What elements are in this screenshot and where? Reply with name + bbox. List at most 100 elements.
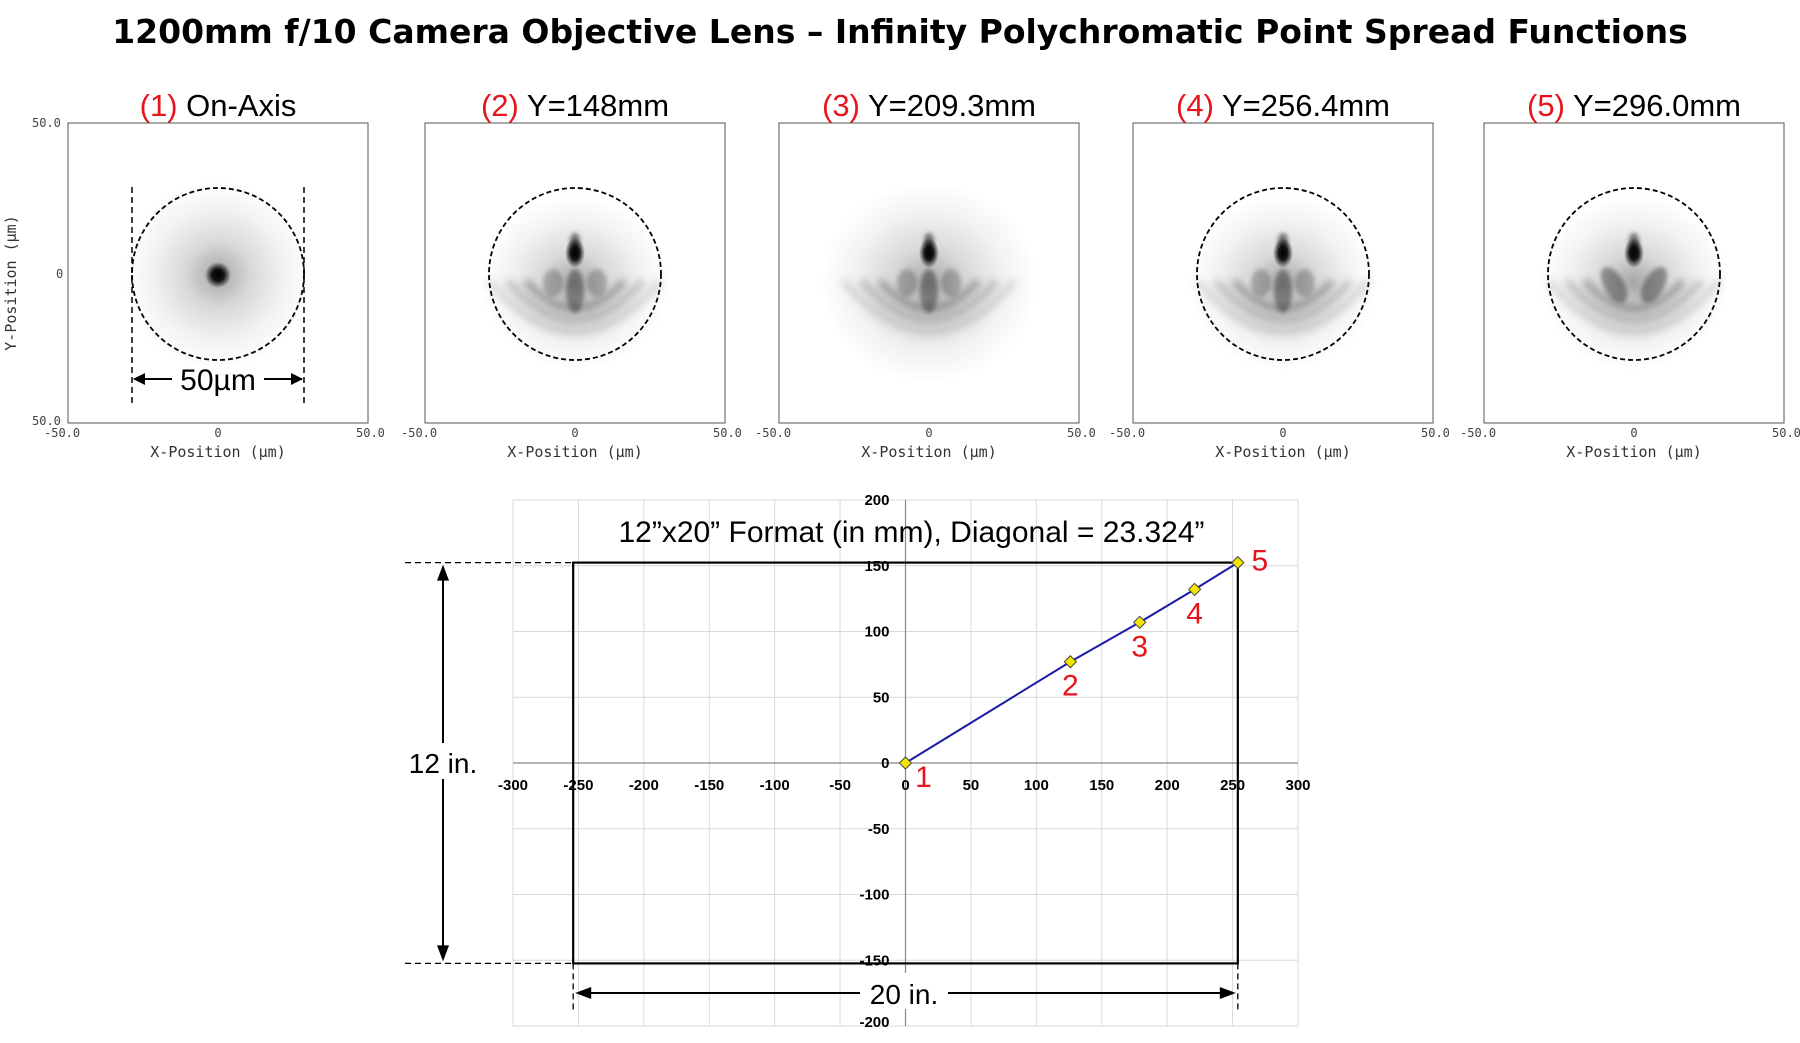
width-label-bg — [860, 973, 948, 1009]
x-tick-label: 150 — [1089, 777, 1114, 794]
psf-panel-title: (1) On-Axis — [140, 88, 297, 123]
field-point-label: 1 — [915, 761, 932, 794]
psf-core-tip — [924, 233, 934, 249]
psf-lobe — [1251, 269, 1271, 297]
y-tick-label: 150 — [864, 558, 889, 575]
x-tick-label: -50 — [829, 777, 851, 794]
x-tick-label: -50.0 — [1109, 426, 1145, 440]
x-tick-label: -150 — [694, 777, 724, 794]
psf-ring — [504, 278, 646, 324]
field-point-label: 4 — [1186, 597, 1203, 630]
psf-ring — [1563, 278, 1705, 324]
psf-plot-frame — [67, 122, 369, 424]
y-tick-label: -100 — [859, 887, 889, 904]
field-point-marker — [898, 756, 913, 770]
psf-lobe — [543, 269, 563, 297]
psf-panel-number: (3) — [822, 88, 860, 123]
field-point-label: 3 — [1131, 630, 1148, 663]
psf-ring — [1212, 278, 1354, 324]
x-tick-label: -200 — [629, 777, 659, 794]
psf-lobe — [1295, 269, 1315, 297]
y-tick-label: 0 — [56, 267, 63, 281]
psf-panel-title: (2) Y=148mm — [481, 88, 669, 123]
x-axis-label: X-Position (µm) — [507, 443, 642, 461]
psf-panel-2: (2) Y=148mm -50.0 0 50.0 X-Position (µm) — [401, 88, 742, 461]
psf-lobe — [941, 269, 961, 297]
psf-panel-title: (3) Y=209.3mm — [822, 88, 1036, 123]
psf-panel-label: On-Axis — [178, 88, 297, 123]
psf-panel-number: (2) — [481, 88, 519, 123]
psf-ring — [1545, 278, 1723, 336]
scale-bar-label: 50µm — [180, 364, 256, 397]
psf-lobe — [587, 269, 607, 297]
y-tick-label: 200 — [864, 492, 889, 509]
x-axis-label: X-Position (µm) — [150, 443, 285, 461]
tick-labels: -300 -250 -200 -150 -100 -50 0 50 100 150 200 250 30… — [498, 492, 1311, 1031]
scale-bar-arrow — [291, 373, 303, 385]
tolerance-circle — [1196, 187, 1370, 361]
psf-panel-title: (4) Y=256.4mm — [1176, 88, 1390, 123]
psf-panel-label: Y=148mm — [519, 88, 669, 123]
x-tick-label: 200 — [1155, 777, 1180, 794]
field-point-marker — [1132, 615, 1147, 630]
y-axis-label: Y-Position (µm) — [2, 215, 20, 350]
x-tick-label: -50.0 — [755, 426, 791, 440]
x-axis-label: X-Position (µm) — [861, 443, 996, 461]
chart-title: 12”x20” Format (in mm), Diagonal = 23.32… — [618, 516, 1204, 549]
width-arrow-right — [1219, 987, 1236, 999]
x-tick-label: 0 — [925, 426, 932, 440]
y-tick-label: -200 — [859, 1014, 889, 1031]
x-tick-label: -50.0 — [44, 426, 80, 440]
psf-core — [919, 238, 939, 268]
psf-panel-4: (4) Y=256.4mm -50.0 0 50.0 X-Position (µm) — [1109, 88, 1450, 461]
x-tick-label: 50.0 — [1421, 426, 1450, 440]
psf-lobe — [1600, 266, 1628, 304]
psf-panel-label: Y=209.3mm — [860, 88, 1036, 123]
psf-lobe — [1640, 266, 1668, 304]
x-tick-label: -100 — [760, 777, 790, 794]
psf-halo — [1539, 195, 1729, 371]
psf-panel-number: (5) — [1527, 88, 1565, 123]
y-tick-label: 100 — [864, 624, 889, 641]
psf-tail — [566, 269, 584, 313]
x-tick-label: 50.0 — [356, 426, 385, 440]
psf-ring — [858, 278, 1000, 324]
psf-tail — [1274, 269, 1292, 313]
tolerance-circle — [131, 187, 305, 361]
x-tick-label: 50.0 — [713, 426, 742, 440]
psf-panels: (1) On-Axis -50.0 0 50.0 X-Position (µm) 50.0… — [2, 88, 1800, 461]
x-tick-label: -300 — [498, 777, 528, 794]
height-arrow-top — [437, 564, 449, 581]
x-axis-label: X-Position (µm) — [1215, 443, 1350, 461]
psf-panel-title: (5) Y=296.0mm — [1527, 88, 1741, 123]
x-tick-label: 0 — [1630, 426, 1637, 440]
x-tick-label: -50.0 — [401, 426, 437, 440]
psf-core — [565, 238, 585, 268]
psf-panel-label: Y=296.0mm — [1565, 88, 1741, 123]
psf-core — [205, 262, 231, 288]
width-arrow-left — [575, 987, 592, 999]
psf-panel-5: (5) Y=296.0mm -50.0 0 50.0 X-Position (µm) — [1460, 88, 1800, 461]
field-point-marker — [1187, 582, 1202, 597]
x-tick-label: 50.0 — [1772, 426, 1800, 440]
field-point-marker — [1231, 555, 1245, 570]
scale-bar-arrow — [133, 373, 145, 385]
x-tick-label: 50.0 — [1067, 426, 1096, 440]
psf-panel-label: Y=256.4mm — [1214, 88, 1390, 123]
height-label-bg — [400, 743, 486, 779]
y-tick-label: -50 — [868, 821, 890, 838]
tolerance-circle — [1547, 187, 1721, 361]
psf-lobe — [897, 269, 917, 297]
psf-core — [1624, 238, 1644, 268]
tolerance-circle — [488, 187, 662, 361]
x-tick-label: 100 — [1024, 777, 1049, 794]
x-tick-label: 0 — [214, 426, 221, 440]
psf-tail — [920, 269, 938, 313]
y-tick-label: 50.0 — [32, 414, 61, 428]
x-tick-label: 0 — [901, 777, 909, 794]
x-tick-label: 250 — [1220, 777, 1245, 794]
x-tick-label: 0 — [571, 426, 578, 440]
field-point-label: 2 — [1062, 670, 1079, 703]
psf-ring — [486, 278, 664, 336]
